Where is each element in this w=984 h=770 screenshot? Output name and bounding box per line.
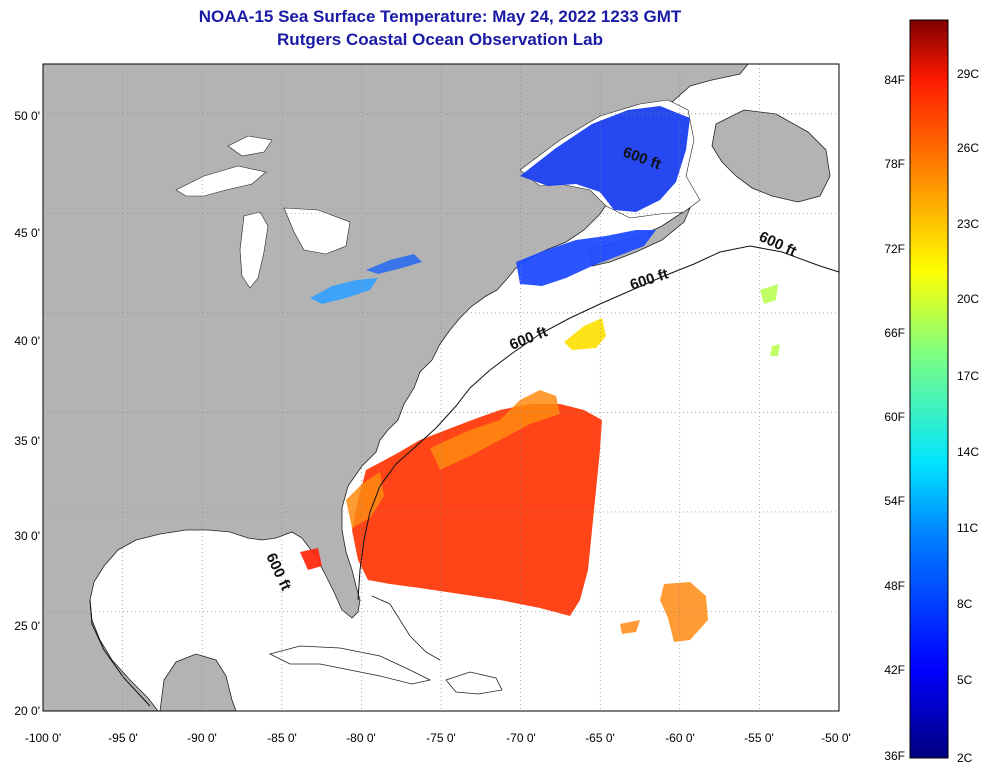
sst-gulf-of-maine-cold [516,230,656,286]
celsius-label: 11C [957,521,978,535]
north-america-land [43,64,749,711]
sst-green-patches [760,284,780,356]
lake-superior [175,165,267,197]
sst-lake-erie [310,278,378,304]
cuba-land [268,645,432,685]
celsius-scale: 29C 26C 23C 20C 17C 14C 11C 8C 5C 2C [957,67,979,765]
lake-michigan [239,211,269,289]
color-scale-bar [909,19,949,759]
sst-data-layer [300,106,780,642]
lon-tick-label: -65 0' [585,731,615,745]
lake-huron [283,207,351,255]
lon-tick-label: -100 0' [25,731,61,745]
celsius-label: 2C [957,751,973,765]
lat-tick-label: 20 0' [14,704,40,718]
map-border [42,63,840,712]
lon-tick-label: -70 0' [506,731,536,745]
newfoundland-land [711,109,831,203]
map-title: NOAA-15 Sea Surface Temperature: May 24,… [198,7,682,26]
celsius-label: 17C [957,369,979,383]
lon-tick-label: -60 0' [665,731,695,745]
celsius-label: 23C [957,217,979,231]
fahrenheit-label: 78F [884,157,905,171]
sst-caribbean-patches [620,582,708,642]
sst-st-lawrence-cold [520,106,690,212]
celsius-label: 26C [957,141,979,155]
hudson-bay-area-water [227,135,273,157]
hispaniola-land [445,671,503,695]
bahamas-land [371,595,441,661]
sst-lake-ontario [366,254,422,274]
celsius-label: 14C [957,445,979,459]
isobath-600ft-line [89,245,840,707]
lat-tick-label: 50 0' [14,109,40,123]
celsius-label: 8C [957,597,973,611]
sst-orange-band [430,390,560,470]
lat-tick-label: 35 0' [14,434,40,448]
yucatan-land [159,653,237,711]
map-subtitle: Rutgers Coastal Ocean Observation Lab [277,30,603,49]
lon-tick-label: -50 0' [821,731,851,745]
fahrenheit-label: 54F [884,494,905,508]
sst-florida-west-coast [300,548,322,570]
celsius-label: 29C [957,67,979,81]
celsius-label: 20C [957,292,979,306]
lon-tick-label: -55 0' [744,731,774,745]
sst-yellow-shelf-break [564,318,606,350]
fahrenheit-scale: 84F 78F 72F 66F 60F 54F 48F 42F 36F [884,73,905,763]
fahrenheit-label: 60F [884,410,905,424]
fahrenheit-label: 84F [884,73,905,87]
sst-gulf-stream-warm-region [352,404,602,616]
lat-tick-label: 30 0' [14,529,40,543]
lon-tick-label: -80 0' [346,731,376,745]
fahrenheit-label: 72F [884,242,905,256]
lon-tick-label: -75 0' [426,731,456,745]
lon-tick-label: -90 0' [187,731,217,745]
fahrenheit-label: 48F [884,579,905,593]
sst-southeast-orange [346,472,384,528]
lat-tick-label: 25 0' [14,619,40,633]
graticule [43,64,839,711]
fahrenheit-label: 42F [884,663,905,677]
fahrenheit-label: 66F [884,326,905,340]
fahrenheit-label: 36F [884,749,905,763]
lat-tick-label: 40 0' [14,334,40,348]
lon-tick-label: -95 0' [108,731,138,745]
lat-tick-label: 45 0' [14,226,40,240]
lon-tick-label: -85 0' [267,731,297,745]
celsius-label: 5C [957,673,973,687]
